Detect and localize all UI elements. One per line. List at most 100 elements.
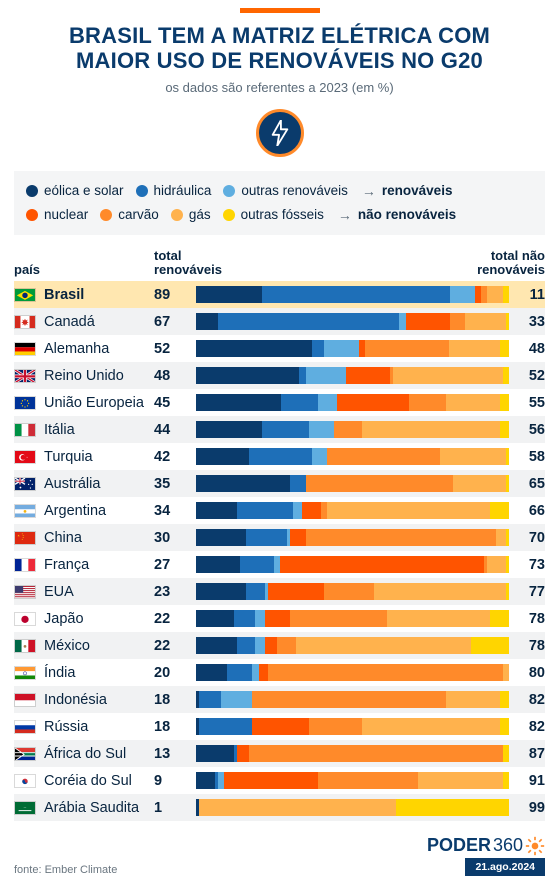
value-renewable: 9	[154, 773, 192, 789]
bar-segment-outras_fosseis	[396, 799, 509, 816]
flag-icon	[14, 693, 36, 707]
stacked-bar	[196, 313, 509, 330]
bar-segment-outras_fosseis	[471, 637, 509, 654]
stacked-bar	[196, 529, 509, 546]
flag-icon	[14, 315, 36, 329]
arrow-icon: →	[362, 183, 376, 199]
chart-title: BRASIL TEM A MATRIZ ELÉTRICA COM MAIOR U…	[14, 23, 545, 74]
bar-segment-eolica_solar	[196, 475, 290, 492]
bar-segment-hidraulica	[281, 394, 319, 411]
value-renewable: 45	[154, 395, 192, 411]
bar-segment-gas	[487, 286, 503, 303]
bar-segment-nuclear	[337, 394, 409, 411]
bar-segment-outras_renov	[306, 367, 347, 384]
flag-icon	[14, 747, 36, 761]
bar-segment-outras_fosseis	[506, 313, 509, 330]
bar-segment-gas	[446, 394, 499, 411]
table-row: Itália4456	[14, 416, 545, 443]
flag-icon	[14, 342, 36, 356]
value-nonrenewable: 70	[515, 530, 545, 546]
legend-dot-outras_fosseis	[223, 209, 235, 221]
value-nonrenewable: 73	[515, 557, 545, 573]
bar-segment-gas	[296, 637, 471, 654]
bar-segment-outras_fosseis	[503, 772, 509, 789]
table-row: França2773	[14, 551, 545, 578]
flag-icon	[14, 612, 36, 626]
bar-segment-eolica_solar	[196, 421, 262, 438]
bar-segment-carvao	[365, 340, 450, 357]
bar-segment-hidraulica	[262, 421, 309, 438]
flag-icon	[14, 585, 36, 599]
value-nonrenewable: 91	[515, 773, 545, 789]
value-nonrenewable: 11	[515, 287, 545, 303]
svg-text:ـــ: ـــ	[23, 805, 27, 808]
country-name: Argentina	[44, 503, 154, 519]
sun-icon	[525, 836, 545, 856]
bar-segment-outras_fosseis	[506, 448, 509, 465]
bar-segment-outras_renov	[255, 610, 264, 627]
bar-segment-gas	[387, 610, 490, 627]
bar-segment-outras_renov	[312, 448, 328, 465]
value-renewable: 52	[154, 341, 192, 357]
stacked-bar	[196, 799, 509, 816]
bar-segment-carvao	[324, 583, 374, 600]
bar-segment-hidraulica	[199, 691, 221, 708]
bar-segment-outras_renov	[318, 394, 337, 411]
bar-segment-outras_fosseis	[506, 529, 509, 546]
bar-segment-eolica_solar	[196, 286, 262, 303]
bar-segment-eolica_solar	[196, 583, 246, 600]
bar-segment-outras_fosseis	[503, 745, 509, 762]
value-renewable: 42	[154, 449, 192, 465]
flag-icon	[14, 558, 36, 572]
accent-bar	[240, 8, 320, 13]
bar-segment-hidraulica	[199, 718, 252, 735]
bar-segment-hidraulica	[262, 286, 450, 303]
legend-label: carvão	[118, 207, 159, 222]
value-renewable: 20	[154, 665, 192, 681]
bar-segment-gas	[393, 367, 503, 384]
value-renewable: 48	[154, 368, 192, 384]
bar-segment-eolica_solar	[196, 610, 234, 627]
flag-icon	[14, 450, 36, 464]
bar-segment-gas	[503, 664, 509, 681]
bar-segment-outras_fosseis	[500, 394, 509, 411]
country-name: Turquia	[44, 449, 154, 465]
legend-label: hidráulica	[154, 183, 212, 198]
value-nonrenewable: 55	[515, 395, 545, 411]
bar-segment-gas	[453, 475, 506, 492]
table-row: México2278	[14, 632, 545, 659]
legend-dot-gas	[171, 209, 183, 221]
bar-segment-hidraulica	[246, 583, 265, 600]
bar-segment-carvao	[306, 529, 497, 546]
header-nrenov: total não renováveis	[473, 249, 545, 278]
bar-segment-eolica_solar	[196, 340, 312, 357]
chart-subtitle: os dados são referentes a 2023 (em %)	[14, 80, 545, 95]
bar-segment-gas	[362, 421, 500, 438]
value-renewable: 67	[154, 314, 192, 330]
bar-segment-hidraulica	[237, 637, 256, 654]
flag-icon	[14, 477, 36, 491]
table-row: ـــArábia Saudita199	[14, 794, 545, 821]
bar-segment-nuclear	[265, 610, 290, 627]
bar-segment-carvao	[252, 691, 446, 708]
brand-date: 21.ago.2024	[465, 858, 545, 876]
bar-segment-eolica_solar	[196, 556, 240, 573]
bar-segment-carvao	[268, 664, 503, 681]
country-name: África do Sul	[44, 746, 154, 762]
value-renewable: 30	[154, 530, 192, 546]
country-name: Rússia	[44, 719, 154, 735]
bar-segment-eolica_solar	[196, 529, 246, 546]
bar-segment-nuclear	[224, 772, 318, 789]
flag-icon	[14, 504, 36, 518]
data-rows: Brasil8911Canadá6733Alemanha5248Reino Un…	[14, 281, 545, 821]
bar-segment-hidraulica	[227, 664, 252, 681]
bar-segment-carvao	[327, 448, 440, 465]
bar-segment-carvao	[306, 475, 453, 492]
country-name: Canadá	[44, 314, 154, 330]
value-renewable: 1	[154, 800, 192, 816]
legend-label: nuclear	[44, 207, 88, 222]
header-pais: país	[14, 262, 154, 277]
value-nonrenewable: 82	[515, 719, 545, 735]
bar-segment-carvao	[409, 394, 447, 411]
table-row: Rússia1882	[14, 713, 545, 740]
